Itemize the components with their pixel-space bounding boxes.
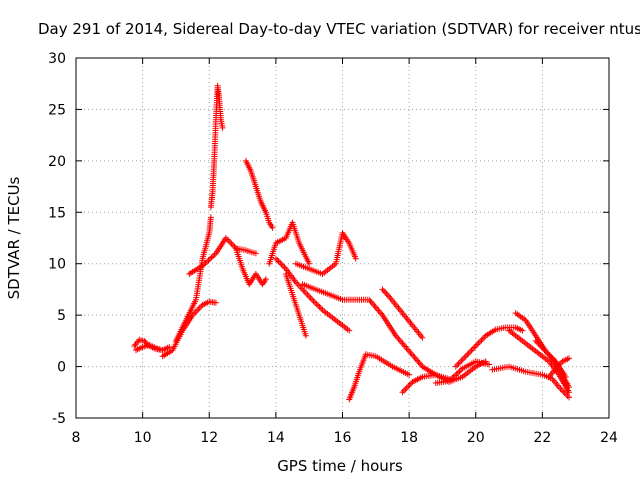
x-tick-label: 16 [334,430,352,446]
data-point-markers [272,255,353,334]
y-tick-label: 0 [57,360,66,376]
series-track-e [207,82,226,211]
grid-lines [76,58,609,418]
data-point-markers [232,245,269,288]
series-track-m [299,281,453,382]
y-tick-label: -5 [52,411,66,427]
y-tick-label: 30 [48,51,66,67]
data-point-markers [292,229,359,277]
x-tick-label: 8 [72,430,81,446]
series-track-k [282,271,309,339]
y-tick-label: 15 [48,205,66,221]
data-point-markers [172,214,214,344]
data-point-markers [346,351,413,403]
x-tick-label: 22 [533,430,551,446]
y-axis-ticks: -5 0 5 10 15 20 25 30 [48,51,609,427]
data-marks [131,82,572,403]
y-axis-label: SDTVAR / TECUs [5,176,23,299]
data-point-markers [242,157,276,231]
series-track-q [432,358,493,386]
series-track-d [172,214,214,344]
y-tick-label: 5 [57,308,66,324]
series-track-j [272,255,353,334]
data-point-markers [159,298,219,360]
data-point-markers [282,271,309,339]
data-point-markers [186,235,259,277]
series-track-h [232,245,269,288]
data-point-markers [133,342,166,354]
x-tick-label: 12 [200,430,218,446]
data-point-markers [546,355,572,380]
series-track-w [546,355,572,380]
x-tick-label: 24 [600,430,618,446]
series-track-f [186,235,259,277]
data-point-markers [379,286,426,341]
series-track-i [266,219,313,267]
x-axis-ticks: 8 10 12 14 16 18 20 22 24 [72,58,618,446]
series-track-n [379,286,426,341]
x-axis-label: GPS time / hours [277,457,403,475]
series-track-g [242,157,276,231]
x-tick-label: 18 [400,430,418,446]
x-tick-label: 10 [134,430,152,446]
series-track-l [292,229,359,277]
x-tick-label: 20 [467,430,485,446]
data-point-markers [432,358,493,386]
series-track-o [346,351,413,403]
series-track-c [159,298,219,360]
data-point-markers [299,281,453,382]
series-track-v [532,337,572,391]
x-tick-label: 14 [267,430,285,446]
data-point-markers [532,337,572,391]
y-tick-label: 20 [48,154,66,170]
y-tick-label: 25 [48,102,66,118]
data-point-markers [207,82,226,211]
series-track-r [452,324,526,370]
data-point-markers [452,324,526,370]
series-track-b [133,342,166,354]
y-tick-label: 10 [48,257,66,273]
data-point-markers [266,219,313,267]
chart-title: Day 291 of 2014, Sidereal Day-to-day VTE… [38,20,640,38]
